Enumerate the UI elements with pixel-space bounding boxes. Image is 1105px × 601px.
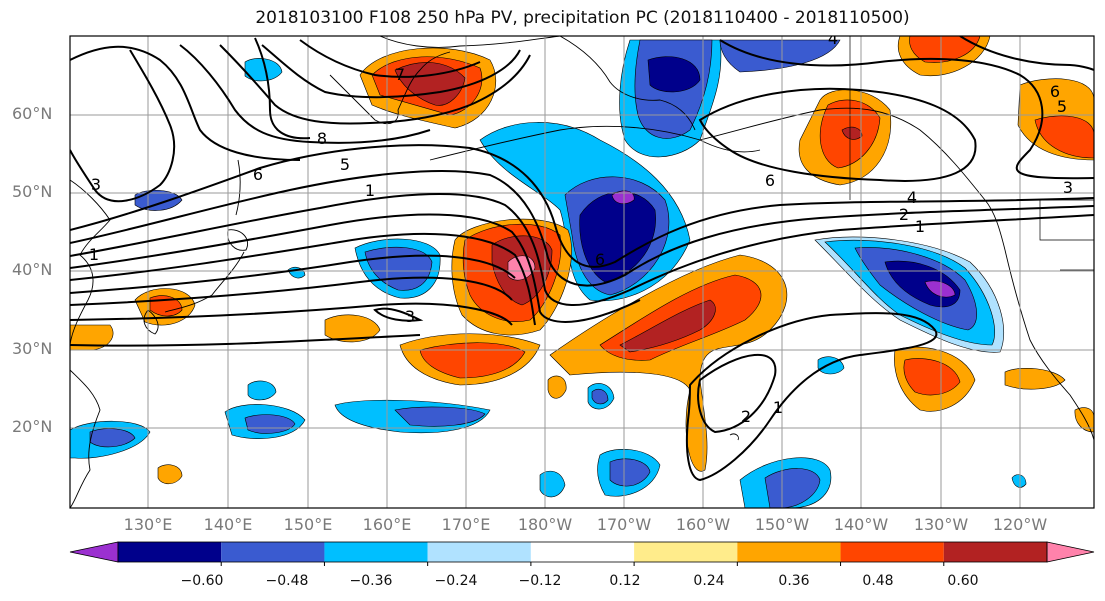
contour-label: 3	[1063, 178, 1073, 197]
colorbar-tick-label: −0.60	[180, 573, 224, 589]
positive-anomaly	[547, 375, 567, 399]
pv-contours	[70, 36, 1094, 482]
colorbar-tick-label: 0.36	[778, 573, 810, 589]
contour-label: 4	[828, 29, 838, 48]
contour-label: 2	[899, 205, 909, 224]
lat-label: 30°N	[12, 339, 53, 358]
colorbar-tick-label: −0.12	[518, 573, 562, 589]
contour-label: 8	[317, 129, 327, 148]
contour-label: 5	[1057, 97, 1067, 116]
colorbar-tick-label: −0.36	[349, 573, 393, 589]
lon-label: 150°W	[754, 515, 810, 534]
contour-label: 5	[340, 155, 350, 174]
colorbar-bin	[427, 542, 531, 562]
colorbar-bin	[943, 542, 1047, 562]
positive-anomaly	[903, 358, 961, 396]
contour-label: 6	[253, 165, 263, 184]
colorbar-bin	[118, 542, 222, 562]
contour-label: 1	[915, 217, 925, 236]
colorbar-bin	[221, 542, 325, 562]
contour-label: 4	[907, 188, 917, 207]
colorbar-frame	[117, 541, 1048, 563]
plot-frame	[69, 35, 1095, 509]
positive-anomaly	[841, 126, 863, 140]
negative-anomaly	[89, 428, 136, 448]
colorbar-tick-label: 0.12	[609, 573, 641, 589]
lat-label: 40°N	[12, 260, 53, 279]
contour-label: 6	[595, 250, 605, 269]
contour-label: 7	[395, 65, 405, 84]
colorbar-bin	[530, 542, 635, 562]
lat-label: 50°N	[12, 182, 53, 201]
lon-label: 170°E	[441, 515, 491, 534]
negative-anomaly	[924, 280, 956, 298]
contour-label: 6	[765, 171, 775, 190]
colorbar-tick-label: −0.48	[265, 573, 309, 589]
negative-anomaly	[611, 190, 635, 204]
graticule	[70, 36, 1094, 508]
positive-anomaly	[1034, 115, 1094, 159]
contour-label: 3	[405, 307, 415, 326]
lon-label: 120°W	[992, 515, 1048, 534]
colorbar-tick-label: 0.48	[862, 573, 894, 589]
lon-label: 170°W	[596, 515, 652, 534]
lon-label: 130°E	[123, 515, 173, 534]
precip-shading	[70, 36, 1094, 508]
negative-anomaly	[394, 406, 486, 427]
negative-anomaly	[719, 39, 841, 73]
contour-labels: 3 1 6 8 7 5 1 3 6 6 4 2 1 6 5 3 2 1 4	[89, 29, 1073, 426]
contour-label: 3	[91, 175, 101, 194]
negative-anomaly	[539, 470, 566, 498]
lon-label: 160°W	[675, 515, 731, 534]
positive-anomaly	[1074, 407, 1094, 433]
contour-label: 6	[1050, 82, 1060, 101]
colorbar-bin	[840, 542, 944, 562]
colorbar-tick-label: 0.24	[693, 573, 725, 589]
lon-label: 160°E	[362, 515, 412, 534]
contour-label: 1	[365, 181, 375, 200]
lon-label: 140°W	[833, 515, 889, 534]
figure-title: 2018103100 F108 250 hPa PV, precipitatio…	[255, 8, 910, 28]
lon-label: 130°W	[913, 515, 969, 534]
colorbar-extend-low	[69, 541, 119, 563]
lat-label: 60°N	[12, 104, 53, 123]
colorbar-tick-label: 0.60	[947, 573, 979, 589]
colorbar-tick-label: −0.24	[434, 573, 478, 589]
colorbar-bin	[634, 542, 738, 562]
positive-anomaly	[619, 299, 716, 353]
colorbar-extend-high	[1046, 541, 1095, 563]
colorbar-bin	[737, 542, 841, 562]
lon-label: 150°E	[283, 515, 333, 534]
negative-anomaly	[609, 458, 651, 487]
positive-anomaly	[157, 464, 183, 485]
lat-label: 20°N	[12, 417, 53, 436]
negative-anomaly	[244, 414, 296, 434]
negative-anomaly	[591, 388, 609, 405]
map-plot-area: 3 1 6 8 7 5 1 3 6 6 4 2 1 6 5 3 2 1 4	[70, 29, 1094, 508]
lon-label: 140°E	[203, 515, 253, 534]
negative-anomaly	[247, 380, 277, 401]
contour-label: 1	[89, 245, 99, 264]
lon-label: 180°W	[517, 515, 573, 534]
contour-label: 1	[773, 398, 783, 417]
negative-anomaly	[647, 56, 701, 93]
negative-anomaly	[1011, 474, 1027, 488]
colorbar	[69, 541, 1095, 566]
positive-anomaly	[419, 342, 526, 379]
colorbar-bin	[324, 542, 428, 562]
contour-label: 2	[741, 407, 751, 426]
